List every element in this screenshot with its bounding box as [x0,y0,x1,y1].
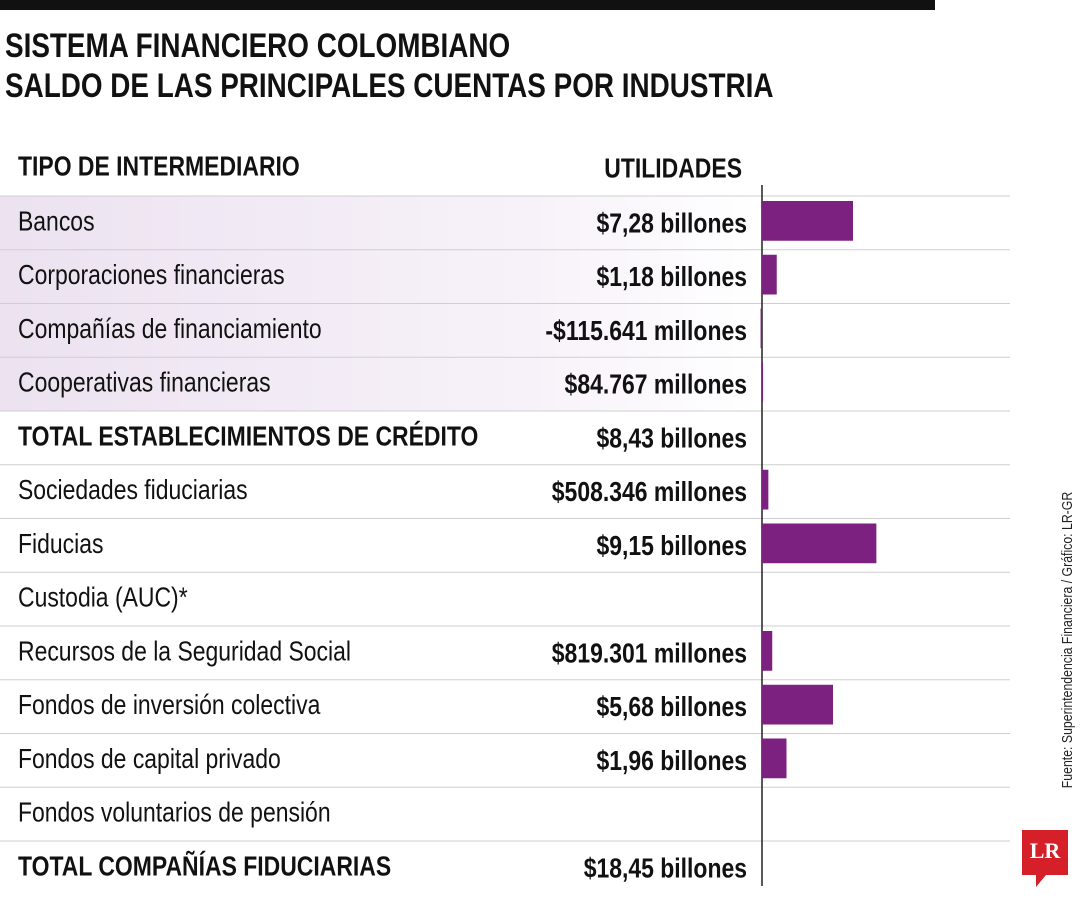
bar [762,738,787,779]
bar [762,523,877,564]
logo-bg [1022,830,1068,887]
value-label: $8,43 billones [596,423,747,454]
title: SISTEMA FINANCIERO COLOMBIANO [5,26,510,64]
value-label: $1,18 billones [596,262,747,293]
value-label: $18,45 billones [584,853,747,884]
row-label: Compañías de financiamiento [18,314,322,345]
value-label: $9,15 billones [596,531,747,562]
row-label: Cooperativas financieras [18,367,271,398]
row-label: TOTAL ESTABLECIMIENTOS DE CRÉDITO [18,420,478,452]
row-label: Fondos voluntarios de pensión [18,797,331,828]
row-label: Sociedades fiduciarias [18,475,248,506]
value-label: $84.767 millones [565,369,747,400]
bar [762,631,773,671]
bar [762,201,853,241]
row-label: Recursos de la Seguridad Social [18,636,351,667]
header: TIPO DE INTERMEDIARIO [18,151,300,182]
bar [760,308,762,349]
source: Fuente: Superintendencia Financiera / Gr… [1059,492,1075,789]
value-label: -$115.641 millones [545,316,747,347]
bar [762,254,777,295]
logo: LR [1030,838,1062,863]
bar [762,362,764,402]
bar [762,684,833,725]
row-label: TOTAL COMPAÑÍAS FIDUCIARIAS [18,849,391,882]
row-label: Fondos de inversión colectiva [18,690,321,721]
value-label: $5,68 billones [596,692,747,723]
value-label: $1,96 billones [596,746,747,777]
row-label: Corporaciones financieras [18,260,285,291]
row-label: Fiducias [18,529,103,560]
top-rule [0,0,935,10]
title: SALDO DE LAS PRINCIPALES CUENTAS POR IND… [5,66,773,104]
row-label: Bancos [18,206,95,237]
value-label: $508.346 millones [552,477,747,508]
row-label: Custodia (AUC)* [18,582,188,613]
row-label: Fondos de capital privado [18,744,281,775]
bar [762,469,769,510]
value-label: $7,28 billones [596,208,747,239]
value-label: $819.301 millones [552,638,747,669]
header: UTILIDADES [604,153,742,184]
